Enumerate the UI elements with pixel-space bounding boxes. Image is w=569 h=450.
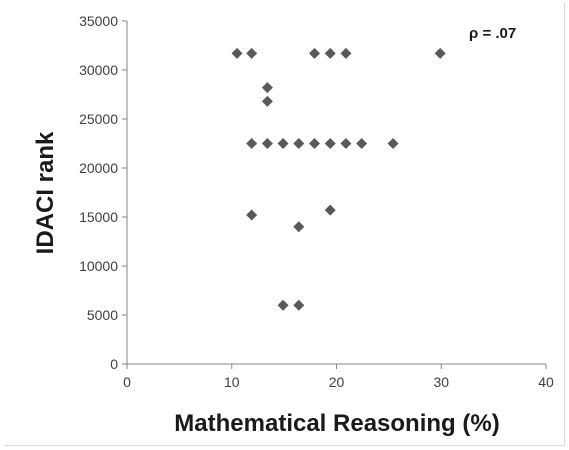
chart-frame [4,2,565,446]
y-tick-label: 5000 [87,307,118,323]
data-point [261,138,273,149]
y-axis-title: IDACI rank [32,131,59,254]
y-tick-label: 30000 [79,62,118,78]
y-tick-label: 10000 [79,258,118,274]
data-point [261,82,273,94]
y-tick-labels: 0 5000 10000 15000 20000 25000 30000 35000 [79,13,118,372]
data-point [277,299,289,311]
x-tick-labels: 0 10 20 30 40 [123,374,554,390]
y-tick-label: 25000 [79,111,118,127]
x-tick-label: 10 [224,374,240,390]
data-point [356,138,368,149]
data-point [231,47,243,59]
data-point [309,47,321,59]
data-point [309,138,321,149]
data-point [261,95,273,107]
x-tick-label: 30 [433,374,449,390]
data-point [293,299,305,311]
y-tick-label: 15000 [79,209,118,225]
data-point [324,138,336,149]
x-tick-label: 0 [123,374,131,390]
data-point [324,204,336,216]
y-tick-label: 0 [110,356,118,372]
data-point [340,138,352,149]
x-tick-label: 40 [538,374,554,390]
data-point [277,138,289,149]
data-point [434,47,446,59]
data-point [293,138,305,149]
y-tick-label: 35000 [79,13,118,29]
data-point [324,47,336,59]
data-points [231,47,446,311]
x-tick-label: 20 [329,374,345,390]
data-point [340,47,352,59]
y-tick-label: 20000 [79,160,118,176]
data-point [246,138,258,149]
data-point [387,138,399,149]
axes [122,20,547,369]
data-point [293,221,305,233]
correlation-annotation: ρ = .07 [469,25,516,42]
data-point [246,47,258,59]
x-axis-title: Mathematical Reasoning (%) [174,410,499,437]
data-point [246,209,258,221]
